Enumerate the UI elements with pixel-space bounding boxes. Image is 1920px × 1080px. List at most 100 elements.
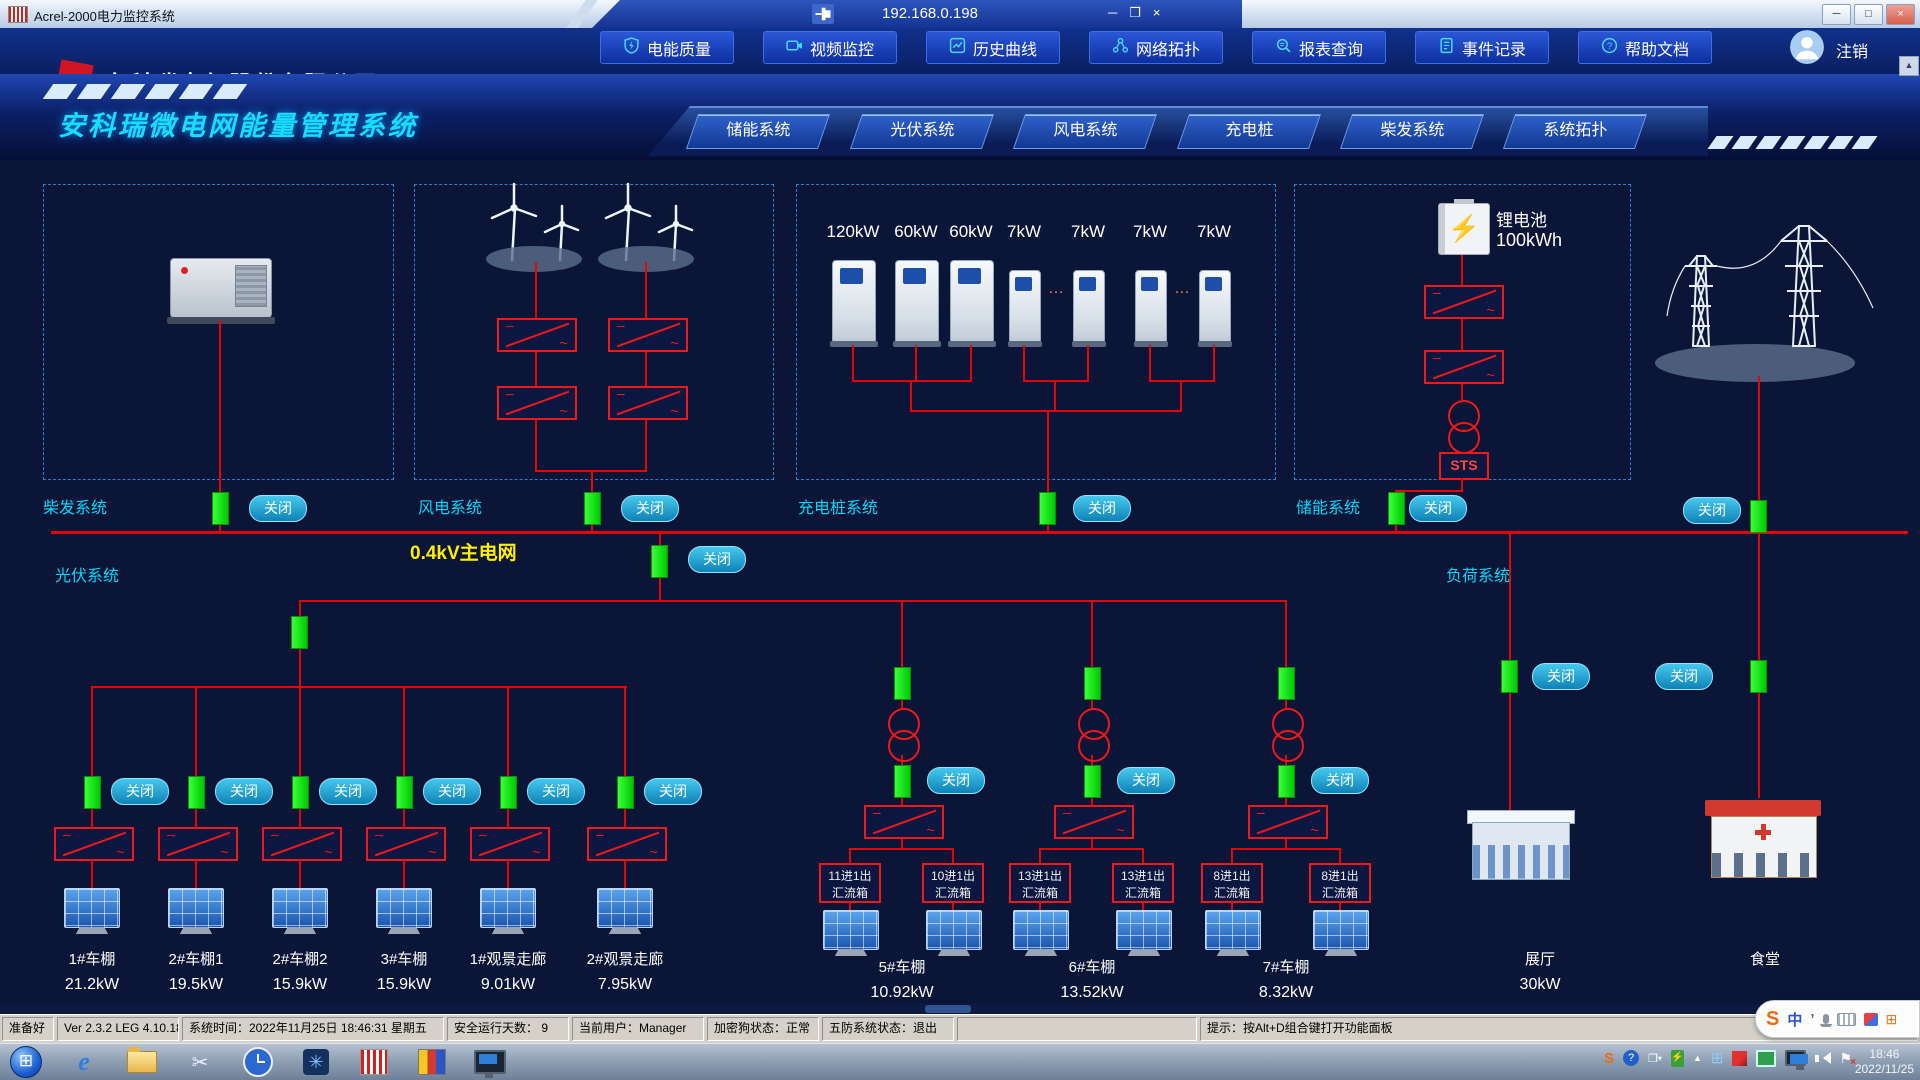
wire — [1461, 478, 1463, 492]
close-button[interactable]: 关闭 — [621, 495, 679, 522]
settings-app-icon[interactable]: ✳ — [300, 1047, 332, 1077]
help-tray-icon[interactable]: ? — [1623, 1050, 1640, 1066]
sogou-tray-icon[interactable]: S — [1604, 1049, 1615, 1067]
close-button[interactable]: 关闭 — [1409, 495, 1467, 522]
breaker-switch[interactable] — [396, 776, 413, 809]
breaker-switch[interactable] — [1278, 765, 1295, 798]
child-restore-button[interactable]: ❐ — [1129, 5, 1141, 20]
taskbar-clock[interactable]: 18:46 2022/11/25 — [1854, 1047, 1914, 1076]
child-close-button[interactable]: × — [1152, 5, 1161, 20]
nav-event-record[interactable]: 事件记录 — [1415, 31, 1549, 64]
logout-button[interactable]: 注销 — [1836, 44, 1869, 61]
show-hidden-icons[interactable]: ▲ — [1692, 1053, 1702, 1063]
monitor-app-icon[interactable] — [474, 1047, 506, 1078]
user-avatar[interactable] — [1790, 30, 1824, 64]
close-button[interactable]: 关闭 — [215, 778, 273, 805]
nav-report-query[interactable]: 报表查询 — [1252, 31, 1386, 64]
ime-skin-icon[interactable] — [1863, 1012, 1878, 1026]
restore-window-icon[interactable]: ❐ ▾ — [1648, 1052, 1662, 1065]
scrollbar-thumb[interactable] — [925, 1005, 971, 1013]
close-button[interactable]: 关闭 — [1683, 497, 1741, 524]
breaker-switch[interactable] — [500, 776, 517, 809]
inverter-icon — [366, 826, 446, 861]
breaker-switch[interactable] — [894, 667, 911, 700]
tab-charging[interactable]: 充电桩 — [1176, 114, 1322, 149]
close-button[interactable]: 关闭 — [1117, 767, 1175, 794]
close-button[interactable]: × — [1886, 4, 1915, 25]
wire — [852, 380, 972, 382]
clock-app-icon[interactable] — [242, 1047, 274, 1077]
ie-icon[interactable]: e — [78, 1047, 90, 1076]
close-button[interactable]: 关闭 — [644, 778, 702, 805]
nav-help-doc[interactable]: ? 帮助文档 — [1578, 31, 1712, 64]
wire — [850, 848, 953, 850]
breaker-switch[interactable] — [617, 776, 634, 809]
breaker-switch[interactable] — [651, 545, 668, 578]
sogou-logo-icon[interactable]: S — [1766, 1007, 1780, 1030]
breaker-switch[interactable] — [84, 776, 101, 809]
tab-pv[interactable]: 光伏系统 — [849, 114, 995, 149]
speaker-icon[interactable] — [1815, 1051, 1832, 1065]
child-minimize-button[interactable]: ─ — [1108, 5, 1118, 20]
breaker-switch[interactable] — [1388, 492, 1405, 525]
folder-icon[interactable] — [126, 1047, 158, 1077]
nav-history-curve[interactable]: 历史曲线 — [926, 31, 1060, 64]
close-button[interactable]: 关闭 — [423, 778, 481, 805]
breaker-switch[interactable] — [894, 765, 911, 798]
breaker-switch[interactable] — [212, 492, 229, 525]
ime-language-toggle[interactable]: 中 — [1787, 1011, 1803, 1029]
close-button[interactable]: 关闭 — [1311, 767, 1369, 794]
acrel-app-icon[interactable] — [358, 1047, 390, 1077]
tab-storage[interactable]: 储能系统 — [685, 114, 831, 149]
close-button[interactable]: 关闭 — [1655, 663, 1713, 690]
breaker-switch[interactable] — [584, 492, 601, 525]
start-button[interactable]: ⊞ — [10, 1046, 42, 1078]
tab-wind[interactable]: 风电系统 — [1012, 114, 1158, 149]
network-status-icon[interactable] — [1785, 1050, 1809, 1070]
breaker-switch[interactable] — [1278, 667, 1295, 700]
close-button[interactable]: 关闭 — [688, 546, 746, 573]
breaker-switch[interactable] — [291, 616, 308, 649]
ime-toolbar[interactable]: S 中 ’ ⊞ — [1755, 1000, 1920, 1038]
combiner-box: 10进1出 汇流箱 — [922, 863, 984, 903]
close-button[interactable]: 关闭 — [527, 778, 585, 805]
close-button[interactable]: 关闭 — [1532, 663, 1590, 690]
colorful-app-icon[interactable] — [416, 1047, 448, 1077]
tab-topology[interactable]: 系统拓扑 — [1502, 114, 1648, 149]
wire — [1213, 345, 1215, 380]
red-app-tray-icon[interactable] — [1732, 1050, 1748, 1066]
nav-network-topology[interactable]: 网络拓扑 — [1089, 31, 1223, 64]
close-button[interactable]: 关闭 — [111, 778, 169, 805]
sts-box: STS — [1439, 452, 1489, 480]
nav-power-quality[interactable]: 电能质量 — [600, 31, 734, 64]
green-app-tray-icon[interactable] — [1756, 1049, 1777, 1067]
keyboard-icon[interactable] — [1836, 1012, 1856, 1026]
breaker-switch[interactable] — [1501, 660, 1518, 693]
ime-punctuation-toggle[interactable]: ’ — [1810, 1010, 1815, 1028]
snipping-tool-icon[interactable]: ✂ — [191, 1051, 209, 1074]
microphone-icon[interactable] — [1819, 1014, 1832, 1027]
network-grid-icon[interactable]: ⊞ — [1710, 1050, 1724, 1067]
breaker-switch[interactable] — [292, 776, 309, 809]
breaker-switch[interactable] — [1750, 500, 1767, 533]
breaker-switch[interactable] — [1039, 492, 1056, 525]
tab-diesel[interactable]: 柴发系统 — [1339, 114, 1485, 149]
breaker-switch[interactable] — [1750, 660, 1767, 693]
scroll-up-arrow[interactable]: ▲ — [1899, 56, 1919, 76]
action-center-flag-icon[interactable]: ⚑ × — [1839, 1049, 1856, 1068]
close-button[interactable]: 关闭 — [249, 495, 307, 522]
minimize-button[interactable]: ─ — [1822, 4, 1851, 25]
breaker-switch[interactable] — [1084, 667, 1101, 700]
horizontal-scrollbar[interactable] — [0, 1004, 1920, 1014]
pin-icon[interactable] — [812, 4, 834, 24]
breaker-switch[interactable] — [188, 776, 205, 809]
close-button[interactable]: 关闭 — [1073, 495, 1131, 522]
close-button[interactable]: 关闭 — [927, 767, 985, 794]
maximize-button[interactable]: □ — [1854, 4, 1883, 25]
nav-video-monitor[interactable]: 视频监控 — [763, 31, 897, 64]
ime-toolbox-icon[interactable]: ⊞ — [1885, 1010, 1898, 1027]
close-button[interactable]: 关闭 — [319, 778, 377, 805]
magnifier-icon — [1275, 37, 1292, 59]
breaker-switch[interactable] — [1084, 765, 1101, 798]
usb-device-icon[interactable]: ⚡ — [1670, 1049, 1684, 1067]
